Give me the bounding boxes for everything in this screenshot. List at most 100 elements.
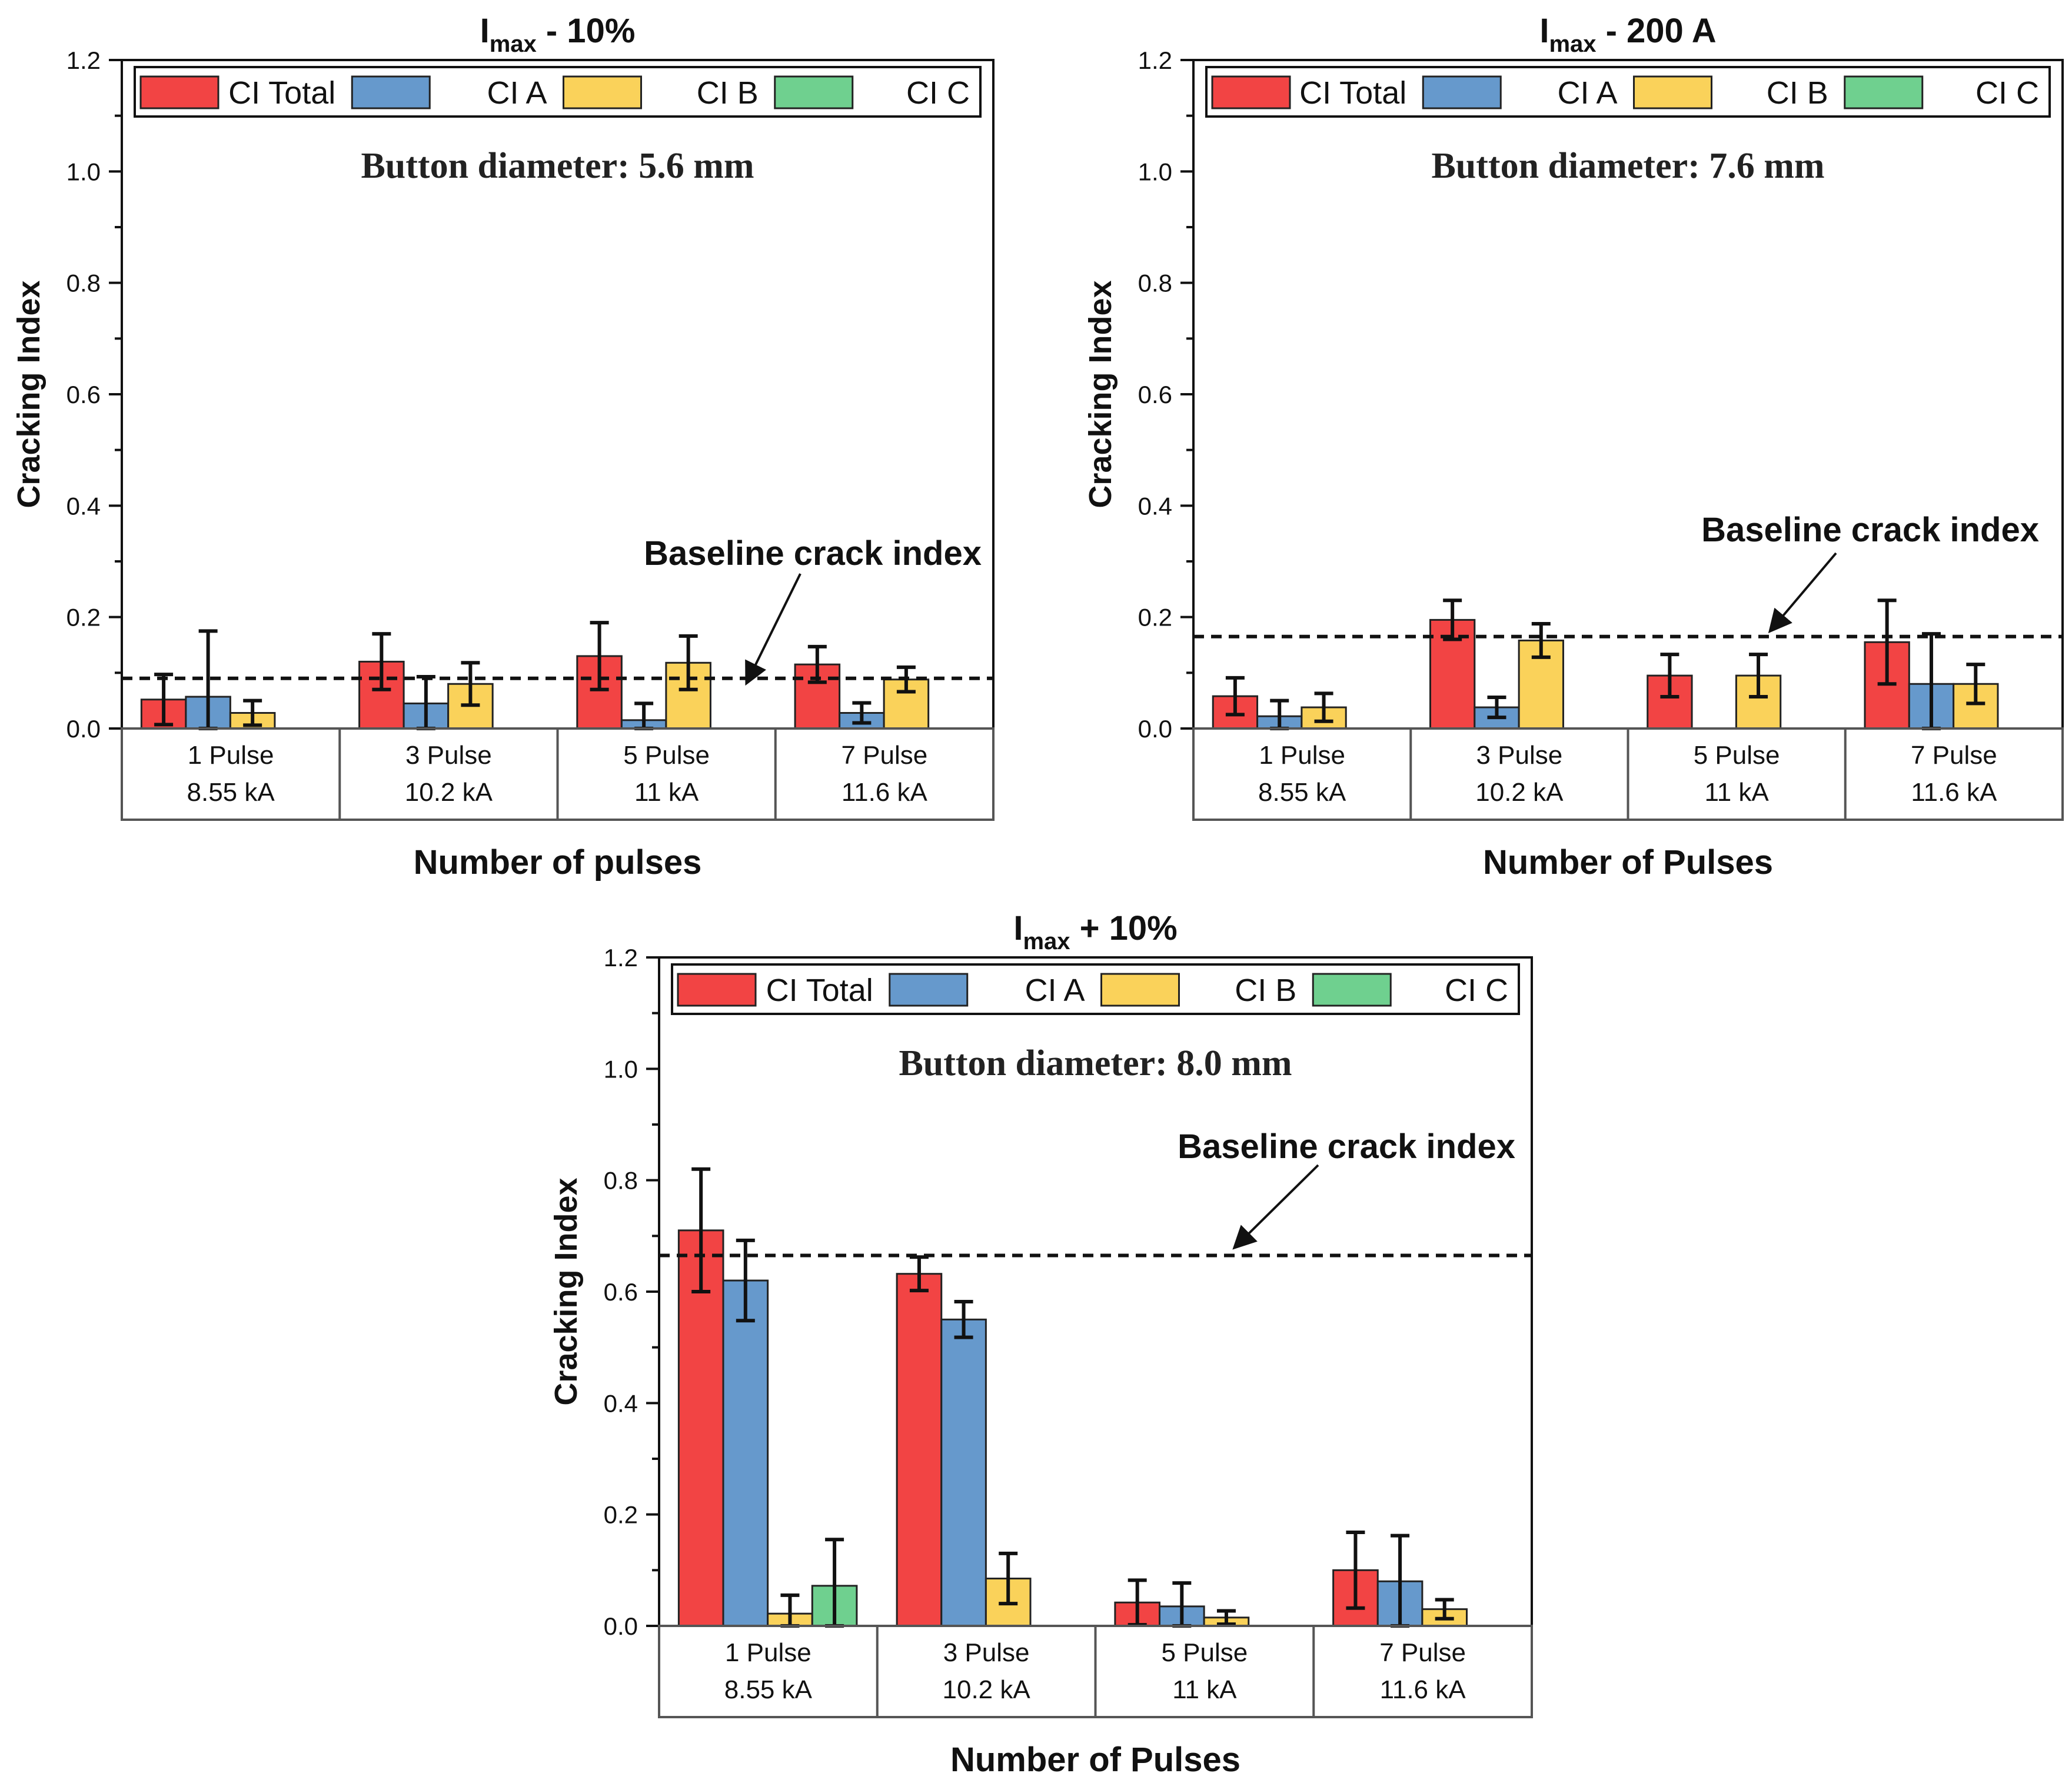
button-diameter-annotation: Button diameter: 7.6 mm — [1431, 146, 1824, 186]
x-tick-label: 5 Pulse — [1161, 1638, 1248, 1667]
x-tick-sublabel: 8.55 kA — [187, 778, 275, 807]
x-tick-sublabel: 11.6 kA — [1380, 1675, 1466, 1704]
legend-label-ci-total: CI Total — [228, 75, 335, 111]
legend-swatch-ci-total — [677, 973, 757, 1007]
chart-panel-1: Imax - 10% 0.0 0.2 0.4 0.6 0.8 1.0 1.2 Cracking … — [11, 12, 995, 881]
x-tick-label: 1 Pulse — [725, 1638, 811, 1667]
baseline-label: Baseline crack index — [644, 534, 982, 573]
x-tick-sublabel: 10.2 kA — [405, 778, 493, 807]
error-bar-ci-total-3 — [1660, 653, 1679, 699]
x-tick-label: 7 Pulse — [841, 741, 927, 770]
legend: CI Total CI A CI B CI C — [1205, 66, 2051, 118]
legend-label-ci-a: CI A — [487, 75, 547, 111]
x-tick-label: 7 Pulse — [1911, 741, 1997, 770]
x-axis-label: Number of pulses — [414, 843, 702, 881]
y-tick-label: 1.0 — [604, 1055, 638, 1083]
bar-ci-total-1 — [677, 1229, 724, 1627]
chart-panel-2: Imax - 200 A 0.0 0.2 0.4 0.6 0.8 1.0 1.2 Crackin… — [1083, 12, 2064, 881]
error-bar-ci-total-1 — [154, 673, 174, 727]
legend-swatch-ci-total — [1211, 75, 1291, 109]
error-bar-ci-b-3 — [1216, 1609, 1236, 1626]
legend-swatch-ci-b — [1100, 973, 1180, 1007]
x-tick-sublabel: 11 kA — [634, 778, 699, 807]
y-tick-label: 0.0 — [1138, 715, 1172, 743]
baseline-arrow — [1768, 552, 1837, 634]
legend-label-ci-b: CI B — [1767, 75, 1828, 111]
error-bar-ci-b-1 — [243, 698, 262, 727]
error-bar-ci-total-1 — [691, 1167, 711, 1293]
y-tick-label: 0.2 — [1138, 604, 1172, 631]
error-bar-ci-total-4 — [1346, 1530, 1365, 1610]
legend-swatch-ci-a — [351, 75, 431, 109]
y-tick-label: 0.6 — [1138, 381, 1172, 408]
x-tick-sublabel: 11 kA — [1705, 778, 1770, 807]
x-tick-label: 5 Pulse — [1694, 741, 1780, 770]
y-tick-label: 0.6 — [604, 1278, 638, 1306]
button-diameter-annotation: Button diameter: 8.0 mm — [899, 1043, 1292, 1083]
y-axis-label: Cracking Index — [11, 280, 46, 508]
error-bar-ci-a-2 — [1487, 695, 1506, 720]
bar-ci-a-2 — [940, 1318, 987, 1627]
y-tick-label: 0.4 — [604, 1389, 638, 1417]
x-tick-label: 1 Pulse — [188, 741, 274, 770]
x-tick-label: 3 Pulse — [405, 741, 492, 770]
x-axis-label: Number of Pulses — [1483, 843, 1773, 881]
x-tick-sublabel: 8.55 kA — [1258, 778, 1346, 807]
legend: CI Total CI A CI B CI C — [134, 66, 982, 118]
chart-title: Imax + 10% — [1013, 909, 1177, 954]
error-bar-ci-b-3 — [1749, 653, 1768, 699]
y-tick-label: 0.8 — [1138, 270, 1172, 297]
y-tick-label: 0.2 — [66, 604, 101, 631]
legend: CI Total CI A CI B CI C — [671, 963, 1520, 1015]
error-bar-ci-total-4 — [1877, 598, 1897, 686]
baseline-label: Baseline crack index — [1701, 511, 2039, 549]
chart-panel-3: Imax + 10% 0.0 0.2 0.4 0.6 0.8 1.0 1.2 Cracking … — [548, 909, 1533, 1773]
legend-swatch-ci-total — [139, 75, 219, 109]
y-tick-label: 1.2 — [1138, 46, 1172, 74]
error-bar-ci-b-2 — [1531, 622, 1551, 659]
legend-label-ci-total: CI Total — [766, 973, 873, 1008]
error-bar-ci-total-2 — [372, 632, 391, 691]
y-tick-label: 1.2 — [604, 944, 638, 972]
y-tick-label: 0.4 — [66, 492, 101, 520]
error-bar-ci-b-4 — [1966, 663, 1985, 706]
baseline-arrow — [745, 573, 801, 686]
error-bar-ci-total-4 — [807, 644, 827, 684]
error-bar-ci-b-4 — [1435, 1598, 1454, 1621]
error-bar-ci-b-3 — [679, 634, 698, 691]
x-tick-label: 3 Pulse — [943, 1638, 1030, 1667]
x-tick-sublabel: 8.55 kA — [724, 1675, 813, 1704]
legend-label-ci-c: CI C — [1445, 973, 1508, 1008]
x-tick-sublabel: 10.2 kA — [1475, 778, 1564, 807]
error-bar-ci-a-2 — [954, 1300, 973, 1339]
error-bar-ci-b-1 — [1314, 691, 1333, 723]
x-axis-label: Number of Pulses — [950, 1741, 1240, 1773]
legend-label-ci-b: CI B — [697, 75, 759, 111]
x-tick-label: 5 Pulse — [623, 741, 710, 770]
y-tick-label: 0.0 — [604, 1612, 638, 1640]
button-diameter-annotation: Button diameter: 5.6 mm — [361, 146, 754, 186]
legend-swatch-ci-a — [889, 973, 969, 1007]
y-tick-label: 1.2 — [66, 46, 101, 74]
y-tick-label: 0.6 — [66, 381, 101, 408]
baseline-arrow — [1232, 1164, 1319, 1250]
x-tick-label: 3 Pulse — [1476, 741, 1562, 770]
x-tick-sublabel: 11.6 kA — [1911, 778, 1997, 807]
legend-label-ci-a: CI A — [1025, 973, 1085, 1008]
legend-swatch-ci-c — [1844, 75, 1924, 109]
x-tick-label: 7 Pulse — [1379, 1638, 1466, 1667]
y-tick-label: 0.8 — [66, 270, 101, 297]
legend-swatch-ci-a — [1422, 75, 1502, 109]
y-tick-label: 1.0 — [1138, 158, 1172, 185]
legend-swatch-ci-c — [774, 75, 854, 109]
x-tick-sublabel: 11 kA — [1172, 1675, 1237, 1704]
y-tick-label: 0.0 — [66, 715, 101, 743]
legend-swatch-ci-c — [1312, 973, 1392, 1007]
y-tick-label: 0.4 — [1138, 492, 1172, 520]
x-tick-sublabel: 11.6 kA — [842, 778, 928, 807]
y-tick-label: 0.2 — [604, 1501, 638, 1529]
y-tick-label: 1.0 — [66, 158, 101, 185]
chart-title: Imax - 200 A — [1539, 12, 1716, 57]
